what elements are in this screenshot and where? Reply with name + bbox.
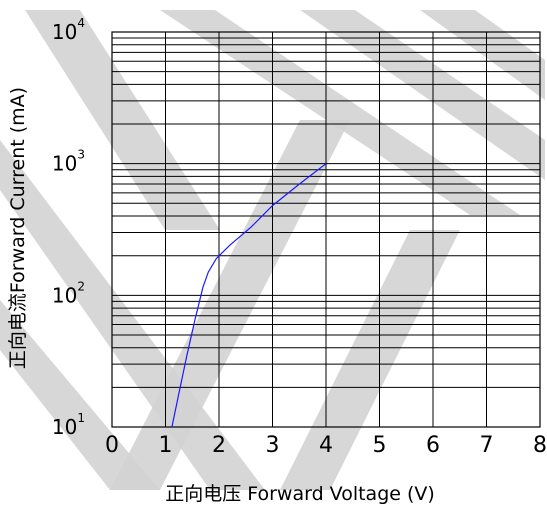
x-tick-label: 7 <box>480 433 494 458</box>
y-tick-labels: 101 102 103 104 <box>52 16 85 439</box>
x-tick-label: 3 <box>266 433 280 458</box>
x-axis-label: 正向电压 Forward Voltage (V) <box>165 483 435 505</box>
y-tick-label: 104 <box>52 16 85 44</box>
y-tick-label: 102 <box>52 279 85 307</box>
plot-frame <box>111 31 541 428</box>
x-tick-label: 1 <box>159 433 173 458</box>
x-tick-label: 8 <box>533 433 547 458</box>
watermark-stripe <box>0 300 160 490</box>
x-tick-label: 5 <box>373 433 387 458</box>
watermark-stripe <box>25 10 220 230</box>
x-tick-label: 4 <box>319 433 333 458</box>
y-tick-label: 101 <box>52 411 85 439</box>
y-axis-label: 正向电流Forward Current (mA) <box>7 87 29 369</box>
watermark-stripe <box>110 120 350 490</box>
x-tick-label: 2 <box>212 433 226 458</box>
x-tick-labels: 0 1 2 3 4 5 6 7 8 <box>105 433 547 458</box>
x-tick-label: 6 <box>426 433 440 458</box>
series-line-0 <box>171 163 327 428</box>
y-tick-label: 103 <box>52 148 85 176</box>
x-tick-label: 0 <box>105 433 119 458</box>
series-layer <box>171 163 327 428</box>
